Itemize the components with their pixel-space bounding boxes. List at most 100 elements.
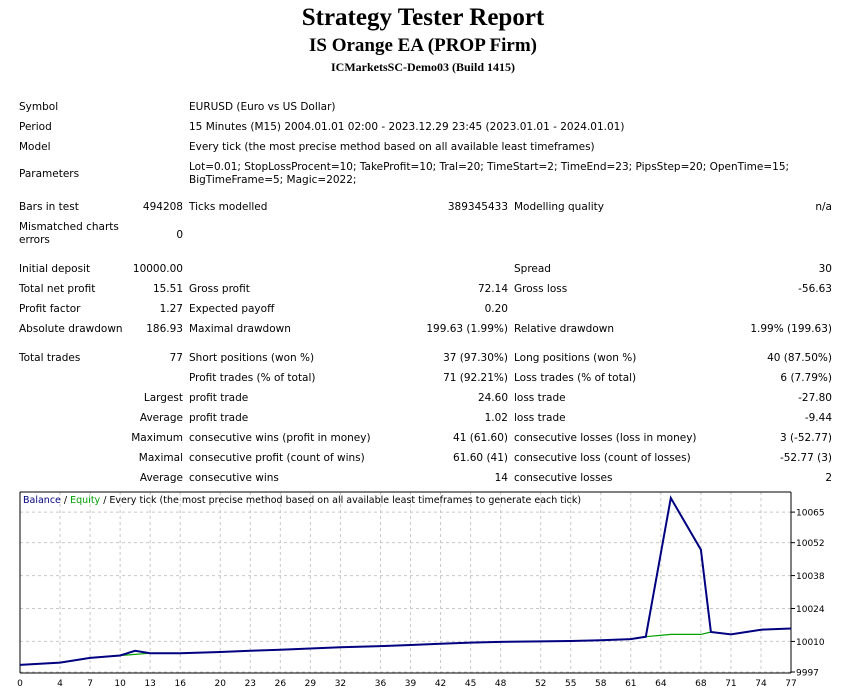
legend-equity: Equity <box>70 495 100 506</box>
average-consecutive-label: Average <box>139 472 183 484</box>
average-profit-label: profit trade <box>189 412 249 424</box>
x-tick-label: 61 <box>625 679 636 689</box>
y-tick-label: 10038 <box>796 572 825 582</box>
x-tick-label: 55 <box>565 679 576 689</box>
gross-loss-label: Gross loss <box>514 283 568 295</box>
profit-trades-value: 71 (92.21%) <box>443 372 508 384</box>
report-title: Strategy Tester Report <box>301 4 545 31</box>
x-tick-label: 39 <box>405 679 417 689</box>
mismatch-label: Mismatched charts errors <box>19 221 119 246</box>
short-positions-value: 37 (97.30%) <box>443 352 508 364</box>
gross-loss-value: -56.63 <box>798 283 832 295</box>
average-label: Average <box>139 412 183 424</box>
average-profit-value: 1.02 <box>484 412 508 424</box>
avg-consecutive-wins-label: consecutive wins <box>189 472 279 484</box>
y-tick-labels: 9997 10010 10024 10038 10052 10065 <box>791 509 825 679</box>
x-tick-label: 64 <box>655 679 667 689</box>
x-tick-label: 10 <box>114 679 126 689</box>
y-tick-label: 9997 <box>796 669 819 679</box>
legend-balance: Balance <box>23 495 61 506</box>
x-tick-label: 20 <box>215 679 227 689</box>
x-tick-label: 16 <box>174 679 186 689</box>
period-value: 15 Minutes (M15) 2004.01.01 02:00 - 2023… <box>189 121 625 133</box>
max-consecutive-wins-value: 41 (61.60) <box>453 432 508 444</box>
relative-drawdown-label: Relative drawdown <box>514 323 615 335</box>
maximal-consecutive-profit-label: consecutive profit (count of wins) <box>189 452 365 464</box>
profit-trades-label: Profit trades (% of total) <box>189 372 316 384</box>
average-loss-value: -9.44 <box>804 412 832 424</box>
x-tick-label: 0 <box>17 679 23 689</box>
long-positions-label: Long positions (won %) <box>514 352 637 364</box>
x-tick-label: 58 <box>595 679 607 689</box>
x-tick-label: 32 <box>335 679 346 689</box>
maximal-consecutive-loss-value: -52.77 (3) <box>779 452 832 464</box>
loss-trades-label: Loss trades (% of total) <box>514 372 637 384</box>
largest-loss-label: loss trade <box>514 392 566 404</box>
ea-name: IS Orange EA (PROP Firm) <box>309 35 537 56</box>
absolute-drawdown-label: Absolute drawdown <box>19 323 123 335</box>
y-tick-label: 10024 <box>796 605 825 615</box>
profit-factor-label: Profit factor <box>19 303 81 315</box>
period-label: Period <box>19 121 52 133</box>
ticks-label: Ticks modelled <box>189 201 268 213</box>
spread-label: Spread <box>514 263 551 275</box>
x-tick-label: 36 <box>375 679 387 689</box>
maximal-drawdown-value: 199.63 (1.99%) <box>426 323 508 335</box>
y-tick-label: 10052 <box>796 539 825 549</box>
x-tick-label: 42 <box>435 679 446 689</box>
model-label: Model <box>19 141 51 153</box>
ticks-value: 389345433 <box>447 201 508 213</box>
average-loss-label: loss trade <box>514 412 566 424</box>
total-trades-value: 77 <box>169 352 183 364</box>
largest-profit-label: profit trade <box>189 392 249 404</box>
legend-sep: / <box>61 495 70 506</box>
bars-label: Bars in test <box>19 201 79 213</box>
largest-loss-value: -27.80 <box>798 392 832 404</box>
avg-consecutive-losses-value: 2 <box>825 472 832 484</box>
mismatch-value: 0 <box>176 229 183 241</box>
x-tick-label: 13 <box>144 679 155 689</box>
x-tick-label: 77 <box>785 679 796 689</box>
maximal-label: Maximal <box>138 452 183 464</box>
net-profit-value: 15.51 <box>152 283 183 295</box>
spread-value: 30 <box>818 263 832 275</box>
avg-consecutive-losses-label: consecutive losses <box>514 472 613 484</box>
expected-payoff-value: 0.20 <box>484 303 508 315</box>
x-tick-label: 48 <box>495 679 507 689</box>
long-positions-value: 40 (87.50%) <box>767 352 832 364</box>
expected-payoff-label: Expected payoff <box>189 303 275 315</box>
x-tick-label: 7 <box>87 679 93 689</box>
balance-equity-chart: 9997 10010 10024 10038 10052 10065 0 4 7 10 13 16 2… <box>0 490 846 691</box>
gross-profit-label: Gross profit <box>189 283 250 295</box>
model-value: Every tick (the most precise method base… <box>189 141 595 153</box>
avg-consecutive-wins-value: 14 <box>494 472 508 484</box>
legend-description: / Every tick (the most precise method ba… <box>100 495 581 506</box>
total-trades-label: Total trades <box>19 352 81 364</box>
short-positions-label: Short positions (won %) <box>189 352 315 364</box>
largest-profit-value: 24.60 <box>477 392 508 404</box>
x-tick-label: 74 <box>755 679 767 689</box>
loss-trades-value: 6 (7.79%) <box>780 372 832 384</box>
largest-label: Largest <box>143 392 183 404</box>
initial-deposit-value: 10000.00 <box>132 263 183 275</box>
symbol-label: Symbol <box>19 101 59 113</box>
bars-value: 494208 <box>142 201 183 213</box>
x-tick-label: 4 <box>57 679 63 689</box>
max-consecutive-losses-label: consecutive losses (loss in money) <box>514 432 697 444</box>
initial-deposit-label: Initial deposit <box>19 263 91 275</box>
y-tick-label: 10065 <box>796 509 825 519</box>
gross-profit-value: 72.14 <box>477 283 508 295</box>
maximal-consecutive-loss-label: consecutive loss (count of losses) <box>514 452 691 464</box>
x-tick-label: 29 <box>305 679 317 689</box>
x-tick-label: 68 <box>695 679 707 689</box>
parameters-label: Parameters <box>19 168 80 180</box>
max-consecutive-wins-label: consecutive wins (profit in money) <box>189 432 371 444</box>
x-tick-label: 23 <box>245 679 256 689</box>
relative-drawdown-value: 1.99% (199.63) <box>750 323 832 335</box>
maximal-drawdown-label: Maximal drawdown <box>189 323 291 335</box>
absolute-drawdown-value: 186.93 <box>146 323 183 335</box>
x-tick-label: 45 <box>465 679 476 689</box>
parameters-value: Lot=0.01; StopLossProcent=10; TakeProfit… <box>189 161 790 186</box>
maximal-consecutive-profit-value: 61.60 (41) <box>453 452 508 464</box>
balance-series-line <box>19 495 792 666</box>
